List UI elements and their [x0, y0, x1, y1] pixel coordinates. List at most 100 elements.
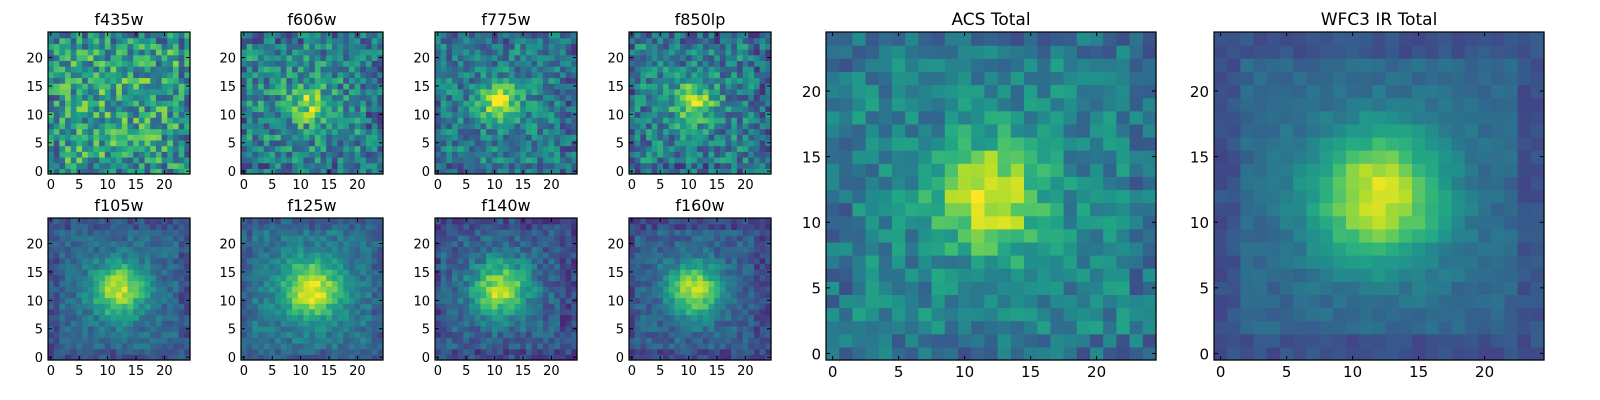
heatmap-cell: [474, 43, 482, 50]
heatmap-cell: [155, 156, 163, 164]
heatmap-cell: [452, 139, 459, 147]
heatmap-cell: [303, 100, 310, 107]
heatmap-cell: [354, 303, 361, 310]
heatmap-cell: [110, 77, 117, 84]
heatmap-cell: [440, 223, 447, 230]
heatmap-cell: [646, 37, 653, 44]
heatmap-cell: [469, 77, 476, 84]
heatmap-cell: [531, 60, 538, 67]
heatmap-cell: [246, 128, 253, 135]
heatmap-cell: [269, 139, 276, 147]
heatmap-cell: [640, 88, 647, 96]
heatmap-cell: [320, 229, 327, 236]
heatmap-cell: [246, 139, 253, 147]
heatmap-cell: [742, 303, 749, 310]
heatmap-cell: [59, 60, 66, 67]
heatmap-cell: [133, 134, 140, 141]
heatmap-cell: [252, 151, 259, 158]
heatmap-cell: [759, 297, 766, 304]
heatmap-cell: [371, 77, 378, 84]
heatmap-cell: [657, 60, 664, 67]
heatmap-cell: [731, 43, 738, 50]
heatmap-cell: [559, 111, 567, 118]
heatmap-cell: [326, 286, 333, 293]
heatmap-cell: [360, 263, 367, 270]
y-tick-label: 0: [616, 165, 624, 180]
heatmap-cell: [53, 139, 60, 147]
heatmap-cell: [104, 83, 112, 90]
heatmap-cell: [246, 156, 253, 164]
heatmap-cell: [457, 134, 464, 141]
heatmap-cell: [104, 280, 112, 287]
heatmap-cell: [348, 263, 356, 270]
heatmap-cell: [297, 291, 305, 299]
heatmap-cell: [548, 325, 555, 333]
heatmap-cell: [354, 139, 361, 147]
heatmap-cell: [59, 134, 66, 141]
heatmap-cell: [537, 151, 544, 158]
heatmap-cell: [480, 223, 487, 230]
heatmap-cell: [121, 314, 129, 321]
heatmap-cell: [252, 66, 259, 73]
heatmap-cell: [542, 240, 550, 247]
heatmap-cell: [337, 263, 344, 270]
heatmap-cell: [435, 94, 442, 101]
heatmap-cell: [486, 257, 493, 265]
heatmap-cell: [263, 291, 270, 299]
heatmap-cell: [657, 54, 664, 61]
heatmap-cell: [674, 94, 681, 101]
heatmap-cell: [155, 274, 163, 282]
heatmap-cell: [172, 274, 180, 282]
heatmap-cell: [280, 60, 288, 67]
heatmap-cell: [520, 156, 527, 164]
panel-title: f105w: [94, 196, 143, 215]
heatmap-cell: [691, 117, 698, 124]
heatmap-cell: [531, 354, 538, 361]
heatmap-cell: [354, 263, 361, 270]
heatmap-cell: [172, 162, 180, 169]
heatmap-cell: [241, 37, 248, 44]
heatmap-cell: [559, 223, 567, 230]
heatmap-cell: [87, 156, 95, 164]
heatmap-cell: [297, 83, 305, 90]
heatmap-cell: [309, 291, 316, 299]
heatmap-cell: [571, 280, 578, 287]
heatmap-cell: [629, 122, 636, 130]
heatmap-cell: [725, 128, 732, 135]
heatmap-cell: [65, 77, 72, 84]
heatmap-cell: [520, 286, 527, 293]
heatmap-cell: [708, 348, 715, 355]
panel-title: f606w: [287, 10, 336, 29]
heatmap-cell: [150, 105, 157, 113]
heatmap-cell: [753, 139, 761, 147]
heatmap-cell: [548, 297, 555, 304]
heatmap-cell: [314, 274, 322, 282]
heatmap-cell: [542, 348, 550, 355]
heatmap-cell: [337, 66, 344, 73]
heatmap-cell: [99, 162, 106, 169]
heatmap-cell: [138, 263, 146, 270]
heatmap-cell: [343, 274, 350, 282]
heatmap-cell: [337, 303, 344, 310]
heatmap-cell: [742, 60, 749, 67]
heatmap-cell: [680, 162, 687, 169]
heatmap-cell: [440, 291, 447, 299]
heatmap-cell: [446, 151, 453, 158]
heatmap-cell: [542, 151, 550, 158]
heatmap-cell: [685, 331, 693, 338]
heatmap-cell: [435, 257, 442, 265]
heatmap-cell: [469, 303, 476, 310]
heatmap-cell: [275, 100, 282, 107]
heatmap-cell: [343, 223, 350, 230]
heatmap-cell: [184, 32, 191, 39]
heatmap-cell: [121, 139, 129, 147]
heatmap-cell: [275, 325, 282, 333]
heatmap-cell: [663, 337, 670, 344]
heatmap-cell: [731, 32, 738, 39]
heatmap-cell: [144, 71, 151, 79]
heatmap-cell: [360, 134, 367, 141]
heatmap-cell: [748, 303, 755, 310]
heatmap-cell: [53, 348, 60, 355]
x-tick-label: 10: [680, 178, 697, 193]
heatmap-cell: [110, 43, 117, 50]
